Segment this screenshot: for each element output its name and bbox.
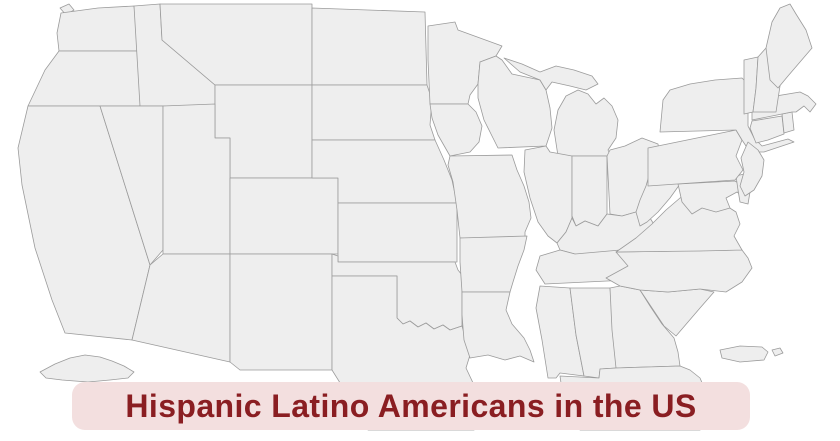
state-arizona <box>131 253 231 363</box>
state-connecticut <box>749 115 785 144</box>
state-rhode-island <box>781 111 795 134</box>
state-michigan-upper-peninsula <box>503 57 599 91</box>
state-wisconsin <box>477 55 553 149</box>
state-new-jersey <box>739 141 765 197</box>
state-iowa <box>429 103 483 157</box>
territory-puerto-rico <box>719 345 769 363</box>
state-michigan <box>553 89 619 157</box>
state-south-dakota <box>311 84 436 141</box>
state-kansas <box>337 202 458 263</box>
state-north-dakota <box>311 7 428 86</box>
state-new-mexico <box>229 253 333 371</box>
state-maryland <box>677 180 746 215</box>
state-north-carolina <box>605 249 753 293</box>
state-illinois <box>523 145 573 244</box>
state-washington <box>56 5 141 52</box>
state-oregon <box>27 50 141 107</box>
map-title-banner: Hispanic Latino Americans in the US <box>72 382 750 430</box>
state-louisiana <box>461 291 535 363</box>
state-pennsylvania <box>647 129 744 187</box>
state-arkansas <box>459 235 528 293</box>
state-missouri <box>447 154 532 239</box>
state-indiana <box>571 155 608 227</box>
state-maine <box>765 3 813 89</box>
state-alaska-partial <box>39 354 135 383</box>
state-colorado <box>229 177 339 255</box>
map-title: Hispanic Latino Americans in the US <box>125 388 697 424</box>
territory-puerto-rico-islet <box>771 347 784 357</box>
